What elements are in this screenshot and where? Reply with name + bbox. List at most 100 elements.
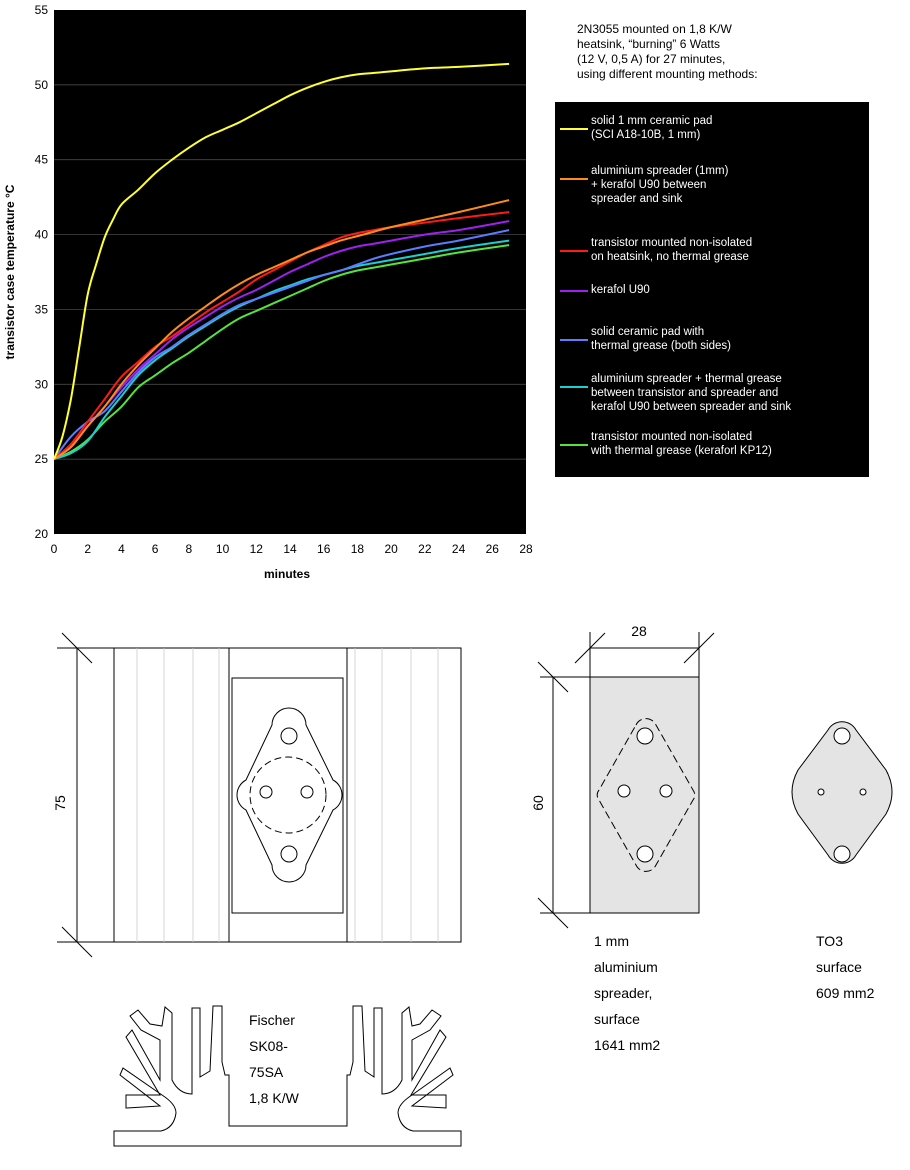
y-tick-label: 25	[35, 452, 49, 466]
spreader-height-value: 60	[530, 795, 546, 811]
legend-label: aluminium spreader + thermal grease betwe…	[591, 372, 791, 414]
y-tick-label: 20	[35, 527, 49, 541]
x-tick-label: 2	[84, 542, 91, 556]
spreader-label: 1 mm aluminium spreader, surface 1641 mm…	[594, 933, 660, 1053]
legend-label: solid 1 mm ceramic pad (SCI A18-10B, 1 mm…	[591, 114, 712, 142]
x-tick-label: 18	[351, 542, 365, 556]
y-tick-label: 50	[35, 78, 49, 92]
spreader-label-line: 1 mm	[594, 933, 629, 949]
y-tick-label: 55	[35, 3, 49, 17]
legend: solid 1 mm ceramic pad (SCI A18-10B, 1 mm…	[555, 102, 869, 477]
legend-label-line: transistor mounted non-isolated	[591, 431, 753, 443]
to3-outline-view	[791, 721, 893, 864]
legend-swatch	[560, 339, 588, 341]
pin-hole	[259, 785, 273, 799]
legend-label-line: kerafol U90 between spreader and sink	[591, 401, 792, 413]
legend-swatch	[560, 290, 588, 292]
mount-hole	[636, 845, 654, 863]
heatsink-label-line: 1,8 K/W	[249, 1090, 300, 1106]
legend-label: kerafol U90	[591, 283, 650, 297]
series-line	[53, 220, 510, 460]
legend-label-line: solid 1 mm ceramic pad	[591, 115, 713, 127]
legend-label-line: thermal grease (both sides)	[591, 340, 731, 352]
x-tick-label: 22	[418, 542, 432, 556]
mount-hole	[280, 727, 298, 745]
description-line: (12 V, 0,5 A) for 27 minutes,	[577, 52, 726, 66]
transistor-footprint-outline	[596, 718, 696, 872]
mount-hole	[833, 727, 851, 745]
pin-hole	[300, 785, 314, 799]
legend-label-line: aluminium spreader (1mm)	[591, 165, 729, 177]
spreader-label-line: spreader,	[594, 985, 652, 1001]
chart-description: 2N3055 mounted on 1,8 K/W heatsink, “bur…	[577, 22, 877, 82]
description-line: 2N3055 mounted on 1,8 K/W	[577, 22, 732, 36]
spreader-width-value: 28	[631, 623, 647, 639]
legend-label-line: spreader and sink	[591, 193, 683, 205]
y-tick-label: 40	[35, 228, 49, 242]
x-tick-label: 28	[519, 542, 533, 556]
pin-hole	[659, 784, 673, 798]
y-axis-label: transistor case temperature °C	[3, 184, 17, 359]
x-tick-label: 12	[250, 542, 264, 556]
transistor-outline	[236, 707, 343, 883]
series-line	[53, 62, 510, 460]
x-axis-label: minutes	[264, 567, 310, 581]
legend-label-line: on heatsink, no thermal grease	[591, 251, 749, 263]
spreader-label-line: surface	[594, 1011, 640, 1027]
legend-label: solid ceramic pad with thermal grease (bo…	[591, 325, 731, 353]
legend-label: transistor mounted non-isolated with ther…	[591, 430, 772, 458]
pin-hole	[859, 788, 867, 796]
transistor-can-outline	[249, 756, 327, 834]
heatsink-dimension	[57, 632, 114, 958]
x-tick-label: 16	[317, 542, 331, 556]
series-line	[53, 199, 510, 460]
heatsink-label-line: SK08-	[249, 1038, 288, 1054]
legend-label-line: between transistor and spreader and	[591, 387, 779, 399]
x-tick-label: 20	[384, 542, 398, 556]
mount-hole	[833, 845, 851, 863]
legend-label: aluminium spreader (1mm) + kerafol U90 be…	[591, 164, 728, 206]
legend-swatch	[560, 386, 588, 388]
to3-label-line: surface	[816, 959, 862, 975]
spreader-label-line: aluminium	[594, 959, 658, 975]
y-tick-label: 30	[35, 377, 49, 391]
pin-hole	[617, 784, 631, 798]
spreader-label-line: 1641 mm2	[594, 1037, 660, 1053]
heatsink-label-line: Fischer	[249, 1012, 295, 1028]
legend-label-line: transistor mounted non-isolated	[591, 237, 753, 249]
to3-label-line: 609 mm2	[816, 985, 875, 1001]
spreader-dimensions	[537, 632, 715, 929]
to3-label: TO3 surface 609 mm2	[816, 933, 875, 1001]
legend-label-line: aluminium spreader + thermal grease	[591, 373, 782, 385]
heatsink-label-line: 75SA	[249, 1064, 284, 1080]
legend-swatch	[560, 178, 588, 180]
spreader-view	[589, 676, 700, 914]
legend-label-line: solid ceramic pad with	[591, 326, 705, 338]
y-tick-label: 45	[35, 153, 49, 167]
x-tick-label: 24	[452, 542, 466, 556]
x-tick-label: 6	[152, 542, 159, 556]
x-tick-label: 10	[216, 542, 230, 556]
legend-swatch	[560, 250, 588, 252]
fin-lines	[136, 648, 439, 942]
description-line: using different mounting methods:	[577, 67, 758, 81]
pin-hole	[817, 788, 825, 796]
mount-hole	[636, 727, 654, 745]
legend-label: transistor mounted non-isolated on heatsi…	[591, 236, 752, 264]
series-line	[53, 211, 510, 460]
x-tick-label: 4	[118, 542, 125, 556]
x-tick-label: 8	[186, 542, 193, 556]
to3-label-line: TO3	[816, 933, 843, 949]
heatsink-label: Fischer SK08- 75SA 1,8 K/W	[249, 1012, 300, 1106]
mount-hole	[280, 845, 298, 863]
description-line: heatsink, “burning” 6 Watts	[577, 37, 720, 51]
legend-label-line: (SCI A18-10B, 1 mm)	[591, 129, 701, 141]
series-line	[53, 229, 510, 460]
heatsink-profile	[113, 1005, 462, 1147]
legend-swatch	[560, 444, 588, 446]
x-tick-label: 14	[283, 542, 297, 556]
x-tick-label: 0	[51, 542, 58, 556]
heatsink-height-value: 75	[52, 795, 68, 811]
